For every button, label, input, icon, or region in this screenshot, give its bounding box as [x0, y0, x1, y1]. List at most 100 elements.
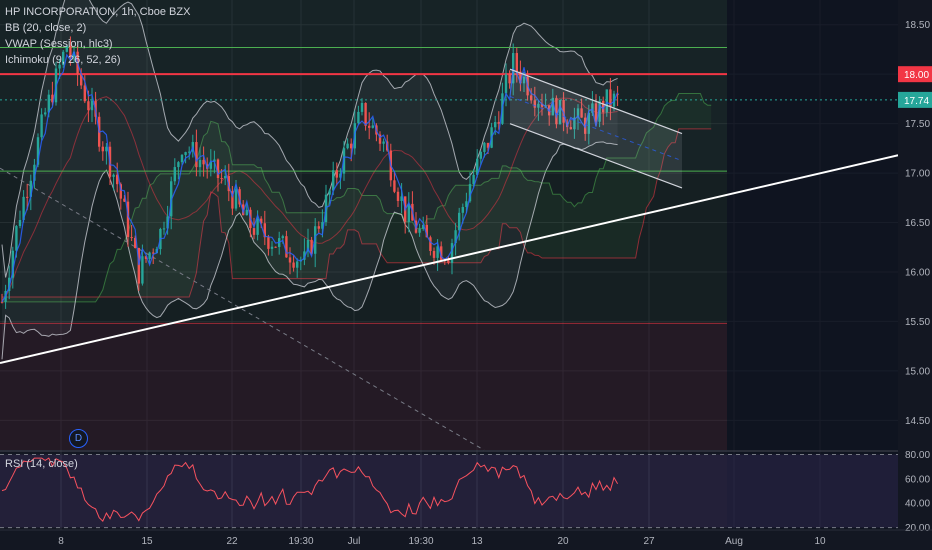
candle-body — [440, 246, 443, 261]
candle-body — [580, 108, 583, 118]
candle-body — [144, 256, 148, 259]
bb-lower — [1, 141, 618, 360]
candle-body — [26, 196, 29, 198]
candle-body — [519, 71, 522, 84]
candle-body — [483, 142, 486, 152]
candle-body — [450, 243, 454, 263]
time-tick-label: 10 — [814, 536, 826, 547]
candle-body — [267, 237, 270, 249]
candle-body — [504, 74, 508, 94]
candle-body — [346, 143, 349, 149]
ascending-trendline[interactable] — [0, 154, 899, 364]
candle-body — [594, 103, 598, 122]
last-price-badge: 17.74 — [904, 96, 929, 107]
candle-body — [202, 159, 205, 165]
candle-body — [396, 191, 400, 201]
bollinger-bands — [1, 0, 618, 360]
candle-body — [126, 201, 130, 238]
legend-vwap[interactable]: VWAP (Session, hlc3) — [5, 38, 113, 50]
chart-legend: HP INCORPORATION, 1h, Cboe BZX BB (20, c… — [5, 4, 190, 68]
rsi-legend[interactable]: RSI (14, close) — [5, 458, 78, 470]
candle-body — [256, 218, 259, 235]
price-tick-label: 18.50 — [905, 20, 930, 31]
candle-body — [116, 174, 119, 185]
candle-body — [270, 246, 274, 249]
candle-body — [472, 174, 475, 185]
rsi-pane — [0, 450, 898, 529]
candle-body — [83, 85, 86, 102]
bb-upper — [1, 0, 618, 278]
candle-body — [486, 142, 490, 148]
time-tick-label: 13 — [471, 536, 483, 547]
candle-body — [350, 143, 353, 149]
rsi-tick-label: 20.00 — [905, 523, 930, 534]
candle-body — [141, 256, 144, 284]
candle-body — [339, 173, 342, 178]
level-price-badge: 18.00 — [904, 70, 929, 81]
candle-body — [242, 204, 245, 216]
price-tick-label: 16.50 — [905, 218, 930, 229]
rsi-band-fill — [0, 454, 898, 528]
lower-zone — [0, 323, 727, 450]
candle-body — [576, 108, 580, 118]
candle-body — [306, 239, 310, 252]
price-tick-label: 16.00 — [905, 267, 930, 278]
price-tick-label: 17.50 — [905, 119, 930, 130]
candle-body — [371, 125, 374, 128]
candle-body — [119, 184, 122, 199]
candle-body — [18, 219, 22, 227]
candle-body — [461, 207, 464, 213]
price-axis[interactable]: 18.50 18.00 17.50 17.00 16.50 16.00 15.50 15.00… — [898, 0, 932, 534]
candle-body — [274, 246, 277, 248]
candle-body — [400, 196, 403, 201]
rsi-tick-label: 40.00 — [905, 499, 930, 510]
candle-body — [177, 162, 180, 168]
candle-body — [515, 53, 518, 72]
price-tick-label: 15.00 — [905, 366, 930, 377]
level-price-badge-bg — [898, 66, 932, 83]
candle-body — [101, 146, 104, 152]
candle-body — [314, 226, 317, 254]
candle-body — [80, 74, 83, 86]
legend-title[interactable]: HP INCORPORATION, 1h, Cboe BZX — [5, 6, 191, 18]
candle-body — [252, 228, 256, 235]
legend-bb[interactable]: BB (20, close, 2) — [5, 22, 87, 34]
price-tick-label: 15.50 — [905, 317, 930, 328]
candle-body — [8, 277, 11, 291]
candle-body — [288, 257, 292, 263]
candle-body — [512, 53, 515, 84]
candle-body — [72, 51, 76, 57]
dividend-badge[interactable]: D — [69, 429, 88, 448]
rsi-tick-label: 60.00 — [905, 474, 930, 485]
candle-body — [296, 261, 299, 268]
rsi-line — [1, 457, 619, 522]
candle-body — [184, 152, 187, 155]
candle-body — [180, 154, 184, 163]
candle-body — [15, 226, 18, 251]
candle-body — [220, 178, 223, 180]
channel-bottom — [509, 123, 683, 189]
candle-body — [530, 95, 533, 101]
candle-body — [587, 112, 590, 134]
candle-body — [87, 101, 90, 111]
candle-body — [458, 212, 461, 231]
time-tick-label: 19:30 — [288, 536, 313, 547]
candle-body — [234, 189, 238, 209]
candle-body — [422, 224, 425, 229]
candle-body — [195, 142, 198, 168]
candle-body — [51, 94, 54, 103]
bb-basis — [1, 96, 618, 303]
candle-body — [476, 158, 479, 175]
price-tick-label: 14.50 — [905, 416, 930, 427]
candle-body — [602, 100, 605, 113]
legend-ichimoku[interactable]: Ichimoku (9, 26, 52, 26) — [5, 54, 121, 66]
candle-body — [364, 102, 367, 126]
descending-channel[interactable] — [509, 68, 683, 189]
candle-body — [360, 102, 364, 112]
candle-body — [216, 159, 220, 179]
candle-body — [33, 164, 36, 181]
candle-body — [432, 251, 436, 258]
candle-body — [292, 262, 295, 268]
time-axis[interactable]: 8 15 22 19:30 Jul 19:30 13 20 27 Aug 10 — [0, 529, 932, 547]
